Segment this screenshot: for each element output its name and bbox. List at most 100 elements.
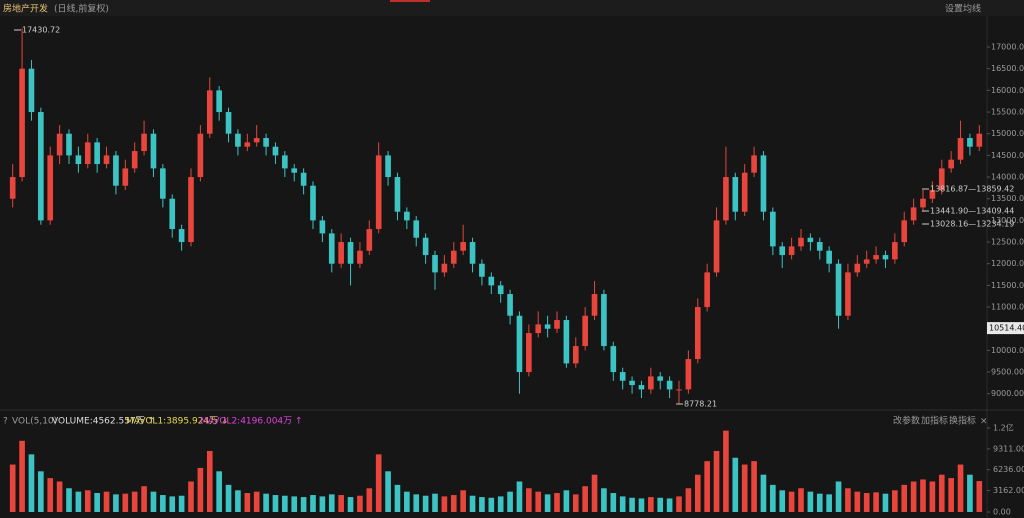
candle-body xyxy=(94,142,100,165)
candle-body xyxy=(929,190,936,199)
volume-bar xyxy=(507,491,513,512)
candle-body xyxy=(610,346,617,373)
candle-body xyxy=(507,294,513,316)
candle-body xyxy=(282,155,288,169)
volume-bar xyxy=(535,491,542,512)
volume-bar xyxy=(676,496,682,512)
panel-button[interactable]: 换指标 xyxy=(949,415,976,427)
volume-bar xyxy=(66,488,72,512)
vol-y-tick-label: 0.00 xyxy=(993,508,1011,517)
candle-body xyxy=(66,133,72,156)
candle-body xyxy=(150,133,157,169)
volume-bar xyxy=(357,495,363,512)
volume-bar xyxy=(601,488,607,512)
panel-button[interactable]: 改参数 xyxy=(893,415,920,427)
volume-bar xyxy=(526,488,532,512)
y-tick-label: 17000.00 xyxy=(991,43,1024,52)
candle-body xyxy=(244,142,251,147)
candle-body xyxy=(854,263,861,273)
y-tick-label: 14500.00 xyxy=(991,151,1024,160)
volume-bar xyxy=(788,491,795,512)
volume-bar xyxy=(113,494,119,512)
volume-bar xyxy=(338,495,344,512)
volume-bar xyxy=(901,484,908,512)
candle-body xyxy=(619,372,626,381)
candle-body xyxy=(957,138,964,160)
candle-body xyxy=(122,168,129,186)
panel-button[interactable]: 加指标 xyxy=(921,415,948,427)
candle-body xyxy=(103,155,110,165)
volume-bar xyxy=(188,481,194,512)
candle-body xyxy=(394,177,401,212)
volume-bar xyxy=(723,430,729,512)
annotation: 13816.87—13859.42 xyxy=(930,185,1014,194)
y-tick-label: 10000.00 xyxy=(991,346,1024,355)
last-price-label: 10514.40 xyxy=(989,324,1024,333)
candle-body xyxy=(967,138,973,147)
help-icon[interactable]: ? xyxy=(3,417,8,427)
volume-bar xyxy=(685,488,692,512)
candle-body xyxy=(206,90,213,134)
candle-body xyxy=(28,68,35,113)
volume-bar xyxy=(310,495,316,512)
candle-body xyxy=(328,233,335,264)
vol-y-tick-label: 1.2亿 xyxy=(993,423,1014,433)
candle-body xyxy=(516,315,523,373)
volume-bar xyxy=(572,494,579,512)
candle-body xyxy=(38,112,44,221)
volume-bar xyxy=(554,493,560,512)
candle-body xyxy=(460,242,466,251)
volume-bar xyxy=(206,450,213,512)
volume-bar xyxy=(516,481,523,512)
volume-bar xyxy=(845,488,851,512)
volume-bar xyxy=(366,488,373,512)
volume-bar xyxy=(779,490,786,512)
candle-body xyxy=(253,138,260,143)
candle-body xyxy=(131,151,138,169)
volume-bar xyxy=(657,497,664,512)
volume-bar xyxy=(469,495,476,512)
candle-body xyxy=(920,198,926,208)
volume-bar xyxy=(150,491,157,512)
y-tick-label: 12000.00 xyxy=(991,259,1024,268)
y-tick-label: 13000.00 xyxy=(991,216,1024,225)
candle-body xyxy=(188,177,194,243)
candle-body xyxy=(235,133,241,147)
vol-value: VOLUME:4562.557万 ↑ xyxy=(52,417,155,427)
candle-body xyxy=(638,385,645,390)
volume-bar xyxy=(131,491,138,512)
candle-body xyxy=(422,237,429,256)
candle-body xyxy=(272,146,279,156)
annotation: 13441.90—13409.44 xyxy=(930,207,1014,216)
mavol2: MAVOL2:4196.004万 ↑ xyxy=(200,417,303,427)
vol-y-tick-label: 6236.00 xyxy=(993,465,1024,474)
last-price-box xyxy=(987,322,1024,335)
vol-y-tick-label: 3162.00 xyxy=(993,486,1024,495)
candle-body xyxy=(770,211,776,247)
volume-bar xyxy=(713,450,720,512)
close-icon[interactable]: × xyxy=(980,417,988,427)
volume-bar xyxy=(244,493,251,512)
volume-bar xyxy=(84,490,91,512)
candle-body xyxy=(75,155,82,165)
volume-bar xyxy=(873,492,879,512)
volume-bar xyxy=(497,496,504,512)
volume-bar xyxy=(94,493,100,512)
volume-bar xyxy=(450,495,457,512)
candle-body xyxy=(300,172,307,186)
volume-bar xyxy=(704,461,710,512)
volume-bar xyxy=(770,484,776,512)
volume-bar xyxy=(694,474,701,512)
volume-bar xyxy=(967,474,973,512)
candle-body xyxy=(694,307,701,360)
volume-bar xyxy=(347,497,354,512)
candle-body xyxy=(572,346,579,364)
top-accent xyxy=(390,0,430,2)
candle-body xyxy=(713,220,720,273)
volume-bar xyxy=(948,478,954,512)
settings-button[interactable]: 设置均线 xyxy=(945,3,981,15)
volume-bar xyxy=(929,481,936,512)
candle-body xyxy=(347,242,354,264)
volume-bar xyxy=(863,493,870,512)
volume-bar xyxy=(741,464,748,512)
